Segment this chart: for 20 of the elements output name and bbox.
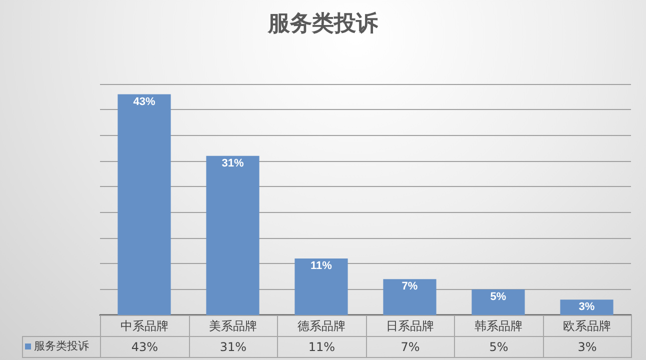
x-tick-label: 中系品牌 xyxy=(120,319,168,333)
data-label: 7% xyxy=(366,336,455,358)
chart-title: 服务类投诉 xyxy=(267,12,379,36)
text: 5% xyxy=(490,290,506,303)
text: 31% xyxy=(222,157,244,170)
text: 43% xyxy=(133,96,156,108)
data-label: 5% xyxy=(454,336,544,358)
text: 7% xyxy=(402,280,418,293)
x-tick-label: 德系品牌 xyxy=(297,319,346,333)
data-label: 3% xyxy=(542,336,632,358)
x-tick-label: 韩系品牌 xyxy=(474,319,522,333)
data-label: 11% xyxy=(277,336,366,358)
data-label: 31% xyxy=(188,336,278,358)
x-tick-label: 日系品牌 xyxy=(386,319,434,333)
x-tick-label: 美系品牌 xyxy=(208,319,257,333)
text: 3% xyxy=(578,301,595,314)
legend-label: 服务类投诉 xyxy=(34,340,89,352)
x-tick-label: 欧系品牌 xyxy=(562,319,611,333)
text: 11% xyxy=(310,260,332,272)
data-label: 43% xyxy=(100,336,190,358)
